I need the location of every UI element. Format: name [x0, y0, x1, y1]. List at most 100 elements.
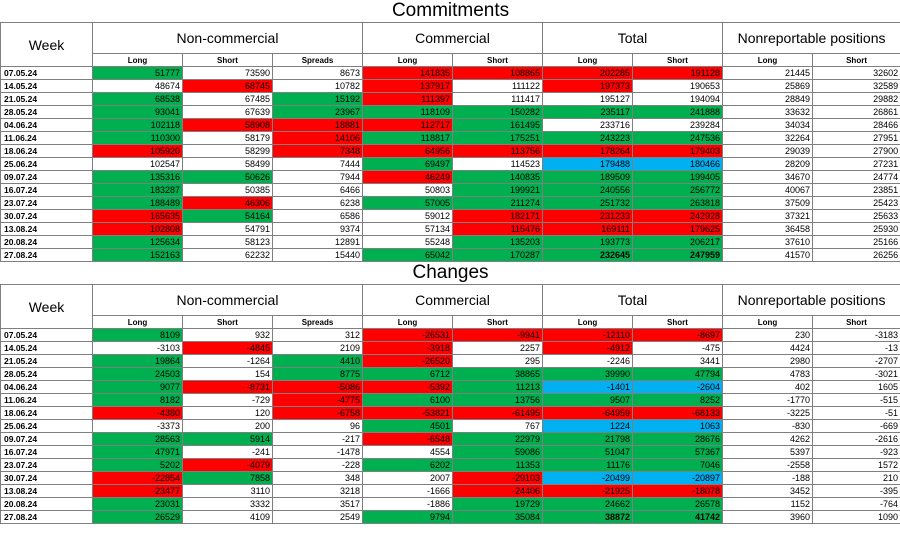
value-cell: 141835 [362, 66, 453, 80]
value-cell: 137917 [362, 79, 453, 93]
value-cell: -2616 [811, 432, 900, 446]
value-cell: 29882 [811, 92, 900, 106]
value-cell: -20499 [542, 471, 633, 485]
group-header-total: Total [542, 284, 723, 316]
table-row: 27.08.24 26529 4109 2549 9794 35084 38872 41742… [0, 510, 900, 524]
value-cell: 58908 [182, 118, 273, 132]
value-cell: 111397 [362, 92, 453, 106]
value-cell: 161495 [452, 118, 543, 132]
table-row: 25.06.24 -3373 200 96 4501 767 1224 1063 -830 -66… [0, 419, 900, 433]
value-cell: 1090 [811, 510, 900, 524]
value-cell: 102547 [92, 157, 183, 171]
value-cell: -217 [272, 432, 363, 446]
table-row: 04.06.24 9077 -8731 -5086 -5392 11213 -1401 -26… [0, 380, 900, 394]
value-cell: 4109 [182, 510, 273, 524]
value-cell: 1605 [811, 380, 900, 394]
week-cell: 16.07.24 [0, 183, 93, 197]
week-cell: 18.06.24 [0, 406, 93, 420]
value-cell: 191128 [632, 66, 723, 80]
value-cell: 64956 [362, 144, 453, 158]
week-cell: 30.07.24 [0, 471, 93, 485]
value-cell: 247536 [632, 131, 723, 145]
value-cell: 188489 [92, 196, 183, 210]
table-row: 23.07.24 5202 -4079 -228 6202 11353 11176 7046-… [0, 458, 900, 472]
value-cell: -2558 [722, 458, 813, 472]
value-cell: 241888 [632, 105, 723, 119]
value-cell: 51777 [92, 66, 183, 80]
column-header: Long [542, 315, 633, 329]
value-cell: 1572 [811, 458, 900, 472]
value-cell: -3021 [811, 367, 900, 381]
value-cell: 312 [272, 328, 363, 342]
week-cell: 07.05.24 [0, 328, 93, 342]
value-cell: 2007 [362, 471, 453, 485]
value-cell: 230 [722, 328, 813, 342]
value-cell: -2604 [632, 380, 723, 394]
table-row: 28.05.24 24503 154 8775 6712 38865 39990 47794 4… [0, 367, 900, 381]
value-cell: 19729 [452, 497, 543, 511]
value-cell: -26531 [362, 328, 453, 342]
value-cell: 2549 [272, 510, 363, 524]
value-cell: 5202 [92, 458, 183, 472]
group-header-total: Total [542, 22, 723, 54]
value-cell: 2257 [452, 341, 543, 355]
value-cell: 58179 [182, 131, 273, 145]
table-row: 07.05.24 51777 73590 8673 141835 108865 202285… [0, 66, 900, 80]
group-header-commercial: Commercial [362, 284, 543, 316]
week-cell: 28.05.24 [0, 367, 93, 381]
value-cell: 58299 [182, 144, 273, 158]
value-cell: 154 [182, 367, 273, 381]
value-cell: 4554 [362, 445, 453, 459]
week-cell: 23.07.24 [0, 458, 93, 472]
value-cell: 4410 [272, 354, 363, 368]
value-cell: -61495 [452, 406, 543, 420]
value-cell: -9941 [452, 328, 543, 342]
value-cell: 67639 [182, 105, 273, 119]
value-cell: 112717 [362, 118, 453, 132]
value-cell: -1770 [722, 393, 813, 407]
value-cell: 102118 [92, 118, 183, 132]
value-cell: 2109 [272, 341, 363, 355]
value-cell: 25423 [811, 196, 900, 210]
week-header: Week [0, 284, 93, 329]
value-cell: 247959 [632, 248, 723, 262]
value-cell: 11176 [542, 458, 633, 472]
value-cell: 32264 [722, 131, 813, 145]
value-cell: 24503 [92, 367, 183, 381]
value-cell: -475 [632, 341, 723, 355]
value-cell: 13756 [452, 393, 543, 407]
value-cell: 1152 [722, 497, 813, 511]
value-cell: 37321 [722, 209, 813, 223]
value-cell: -729 [182, 393, 273, 407]
value-cell: -1264 [182, 354, 273, 368]
week-cell: 13.08.24 [0, 484, 93, 498]
week-cell: 07.05.24 [0, 66, 93, 80]
week-cell: 11.06.24 [0, 393, 93, 407]
table-row: 18.06.24 105920 58299 7348 64956 113756 178264… [0, 144, 900, 158]
value-cell: 26529 [92, 510, 183, 524]
value-cell: 3332 [182, 497, 273, 511]
column-header: Short [811, 315, 900, 329]
value-cell: 6712 [362, 367, 453, 381]
value-cell: 152163 [92, 248, 183, 262]
group-header-nonreportable: Nonreportable positions [721, 22, 900, 54]
value-cell: -3225 [722, 406, 813, 420]
value-cell: 26578 [632, 497, 723, 511]
value-cell: 34034 [722, 118, 813, 132]
value-cell: 54164 [182, 209, 273, 223]
value-cell: -2707 [811, 354, 900, 368]
column-header: Short [811, 53, 900, 67]
table-row: 13.08.24 -23477 3110 3218 -1666 -24406 -21925-… [0, 484, 900, 498]
value-cell: 58499 [182, 157, 273, 171]
value-cell: 170287 [452, 248, 543, 262]
value-cell: 33632 [722, 105, 813, 119]
value-cell: 182171 [452, 209, 543, 223]
value-cell: 11213 [452, 380, 543, 394]
value-cell: 9374 [272, 222, 363, 236]
value-cell: 46306 [182, 196, 273, 210]
column-header: Spreads [272, 315, 363, 329]
table-row: 20.08.24 125634 58123 12891 55248 135203 19377… [0, 235, 900, 249]
table-row: 20.08.24 23031 3332 3517 -1886 19729 24662 2657… [0, 497, 900, 511]
value-cell: -4079 [182, 458, 273, 472]
value-cell: 38865 [452, 367, 543, 381]
